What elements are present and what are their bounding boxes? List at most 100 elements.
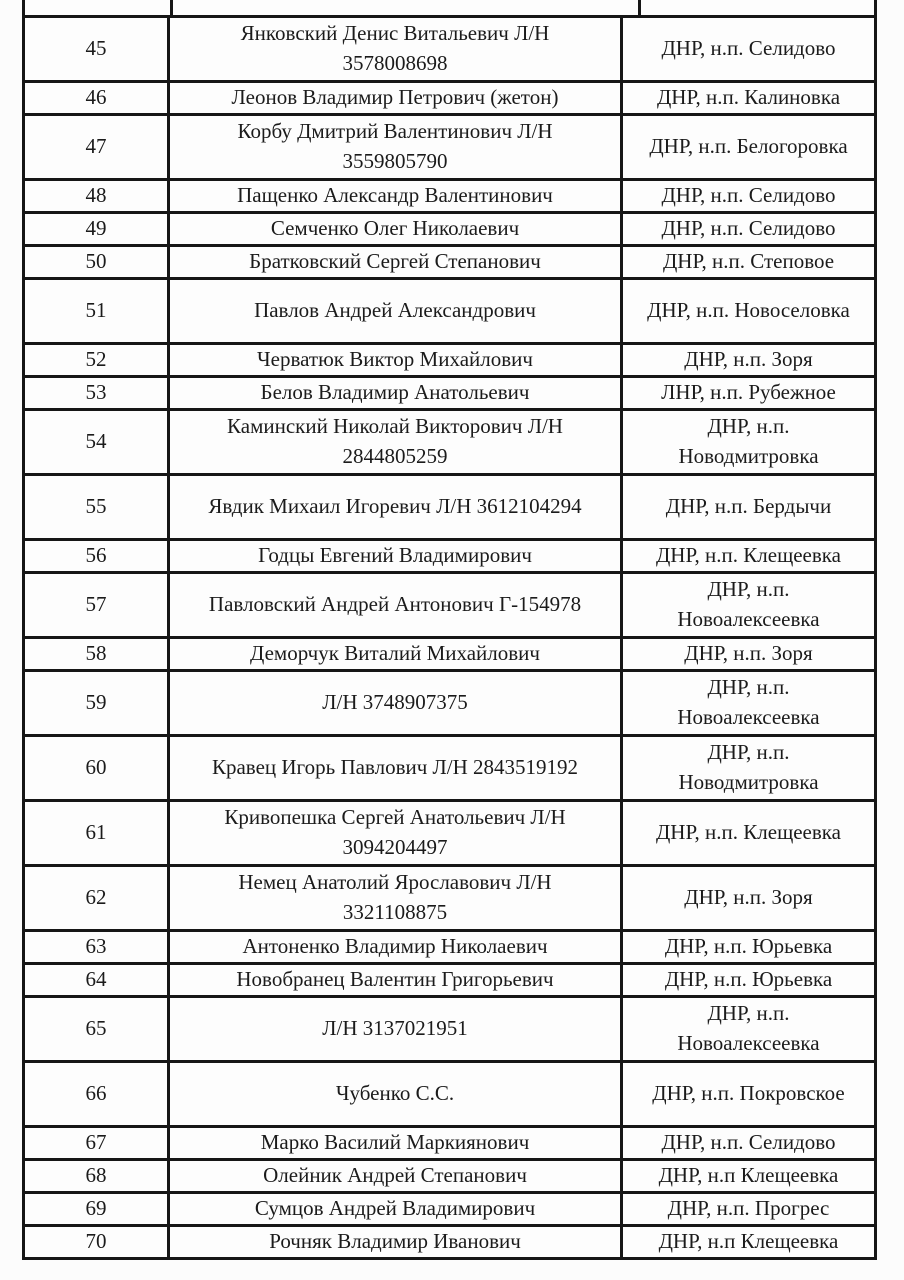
- location-cell: ДНР, н.п. Степовое: [662, 249, 835, 274]
- location-cell: ДНР, н.п. Клещеевка: [655, 820, 841, 845]
- name-cell: Деморчук Виталий Михайлович: [170, 639, 623, 669]
- table-row: 47 Корбу Дмитрий Валентинович Л/Н 3559805…: [25, 113, 874, 178]
- name-cell: Чубенко С.С.: [170, 1063, 623, 1125]
- table-row: 55 Явдик Михаил Игоревич Л/Н 3612104294 ДН…: [25, 473, 874, 538]
- table-row: 50 Братковский Сергей Степанович ДНР, н.п.…: [25, 244, 874, 277]
- table-row: 49 Семченко Олег Николаевич ДНР, н.п. Сели…: [25, 211, 874, 244]
- row-number-cell: 56: [25, 541, 170, 571]
- row-number-cell: 49: [25, 214, 170, 244]
- location-cell: ДНР, н.п. Юрьевка: [664, 967, 833, 992]
- row-number-cell: 61: [25, 802, 170, 864]
- row-number-cell: 55: [25, 476, 170, 538]
- location-cell: ДНР, н.п. Новоалексеевка: [677, 577, 820, 631]
- row-number-cell: 64: [25, 965, 170, 995]
- name-cell: Олейник Андрей Степанович: [170, 1161, 623, 1191]
- location-cell: ДНР, н.п. Селидово: [661, 183, 836, 208]
- name-cell: Кривопешка Сергей Анатольевич Л/Н 309420…: [170, 802, 623, 864]
- location-cell: ДНР, н.п. Новоалексеевка: [677, 1001, 820, 1055]
- table-row: 65 Л/Н 3137021951 ДНР, н.п. Новоалексеевка: [25, 995, 874, 1060]
- name-cell: Л/Н 3748907375: [170, 672, 623, 734]
- row-number-cell: 48: [25, 181, 170, 211]
- table-rows: 45 Янковский Денис Витальевич Л/Н 3578008…: [25, 15, 874, 1257]
- name-cell: Семченко Олег Николаевич: [170, 214, 623, 244]
- location-cell: ДНР, н.п. Селидово: [661, 36, 836, 61]
- location-cell: ДНР, н.п. Зоря: [684, 885, 813, 910]
- table-row: 61 Кривопешка Сергей Анатольевич Л/Н 3094…: [25, 799, 874, 864]
- row-number-cell: 50: [25, 247, 170, 277]
- location-cell: ЛНР, н.п. Рубежное: [661, 380, 836, 405]
- table-row: 67 Марко Василий Маркиянович ДНР, н.п. Сел…: [25, 1125, 874, 1158]
- location-cell: ДНР, н.п. Зоря: [684, 641, 813, 666]
- location-cell: ДНР, н.п. Селидово: [661, 216, 836, 241]
- location-cell: ДНР, н.п Клещеевка: [658, 1229, 839, 1254]
- table-row: 57 Павловский Андрей Антонович Г-154978 ДН…: [25, 571, 874, 636]
- name-cell: Павлов Андрей Александрович: [170, 280, 623, 342]
- table-row: 53 Белов Владимир Анатольевич ЛНР, н.п. Ру…: [25, 375, 874, 408]
- table-row: 45 Янковский Денис Витальевич Л/Н 3578008…: [25, 15, 874, 80]
- name-cell: Леонов Владимир Петрович (жетон): [170, 83, 623, 113]
- row-number-cell: 51: [25, 280, 170, 342]
- stub-number-cell: [25, 0, 173, 15]
- row-number-cell: 45: [25, 18, 170, 80]
- table-row: 51 Павлов Андрей Александрович ДНР, н.п. Н…: [25, 277, 874, 342]
- location-cell: ДНР, н.п. Покровское: [652, 1081, 845, 1106]
- table-row: 54 Каминский Николай Викторович Л/Н 28448…: [25, 408, 874, 473]
- table-row: 66 Чубенко С.С. ДНР, н.п. Покровское: [25, 1060, 874, 1125]
- table-row: 63 Антоненко Владимир Николаевич ДНР, н.п.…: [25, 929, 874, 962]
- row-number-cell: 69: [25, 1194, 170, 1224]
- table-row: 58 Деморчук Виталий Михайлович ДНР, н.п. З…: [25, 636, 874, 669]
- row-number-cell: 52: [25, 345, 170, 375]
- table-row: 59 Л/Н 3748907375 ДНР, н.п. Новоалексеевка: [25, 669, 874, 734]
- name-cell: Белов Владимир Анатольевич: [170, 378, 623, 408]
- row-number-cell: 54: [25, 411, 170, 473]
- name-cell: Янковский Денис Витальевич Л/Н 357800869…: [170, 18, 623, 80]
- row-number-cell: 47: [25, 116, 170, 178]
- table-row: 68 Олейник Андрей Степанович ДНР, н.п Клещ…: [25, 1158, 874, 1191]
- location-cell: ДНР, н.п. Белогоровка: [649, 134, 848, 159]
- row-number-cell: 57: [25, 574, 170, 636]
- location-cell: ДНР, н.п. Клещеевка: [655, 543, 841, 568]
- table-row: 52 Черватюк Виктор Михайлович ДНР, н.п. Зо…: [25, 342, 874, 375]
- name-cell: Марко Василий Маркиянович: [170, 1128, 623, 1158]
- row-number-cell: 46: [25, 83, 170, 113]
- table-row: 60 Кравец Игорь Павлович Л/Н 2843519192 ДН…: [25, 734, 874, 799]
- name-cell: Немец Анатолий Ярославович Л/Н 332110887…: [170, 867, 623, 929]
- row-number-cell: 59: [25, 672, 170, 734]
- location-cell: ДНР, н.п. Бердычи: [665, 494, 832, 519]
- table-row: 69 Сумцов Андрей Владимирович ДНР, н.п. Пр…: [25, 1191, 874, 1224]
- table-row: 46 Леонов Владимир Петрович (жетон) ДНР, н…: [25, 80, 874, 113]
- row-number-cell: 53: [25, 378, 170, 408]
- name-cell: Новобранец Валентин Григорьевич: [170, 965, 623, 995]
- location-cell: ДНР, н.п. Новодмитровка: [678, 414, 819, 468]
- table-row: 62 Немец Анатолий Ярославович Л/Н 3321108…: [25, 864, 874, 929]
- name-cell: Годцы Евгений Владимирович: [170, 541, 623, 571]
- location-cell: ДНР, н.п. Новоалексеевка: [677, 675, 820, 729]
- name-cell: Пащенко Александр Валентинович: [170, 181, 623, 211]
- row-number-cell: 70: [25, 1227, 170, 1257]
- location-cell: ДНР, н.п. Новодмитровка: [678, 740, 819, 794]
- row-number-cell: 65: [25, 998, 170, 1060]
- name-cell: Рочняк Владимир Иванович: [170, 1227, 623, 1257]
- location-cell: ДНР, н.п Клещеевка: [658, 1163, 839, 1188]
- name-cell: Корбу Дмитрий Валентинович Л/Н 355980579…: [170, 116, 623, 178]
- row-number-cell: 68: [25, 1161, 170, 1191]
- name-cell: Антоненко Владимир Николаевич: [170, 932, 623, 962]
- stub-location-cell: [641, 0, 874, 15]
- table-row: 48 Пащенко Александр Валентинович ДНР, н.п…: [25, 178, 874, 211]
- row-number-cell: 66: [25, 1063, 170, 1125]
- row-number-cell: 60: [25, 737, 170, 799]
- personnel-table: 45 Янковский Денис Витальевич Л/Н 3578008…: [22, 0, 877, 1260]
- name-cell: Братковский Сергей Степанович: [170, 247, 623, 277]
- row-number-cell: 62: [25, 867, 170, 929]
- name-cell: Явдик Михаил Игоревич Л/Н 3612104294: [170, 476, 623, 538]
- name-cell: Павловский Андрей Антонович Г-154978: [170, 574, 623, 636]
- name-cell: Каминский Николай Викторович Л/Н 2844805…: [170, 411, 623, 473]
- location-cell: ДНР, н.п. Калиновка: [656, 85, 841, 110]
- row-number-cell: 67: [25, 1128, 170, 1158]
- stub-name-cell: [173, 0, 641, 15]
- location-cell: ДНР, н.п. Зоря: [684, 347, 813, 372]
- location-cell: ДНР, н.п. Селидово: [661, 1130, 836, 1155]
- location-cell: ДНР, н.п. Новоселовка: [647, 298, 850, 323]
- table-top-stub: [25, 0, 874, 15]
